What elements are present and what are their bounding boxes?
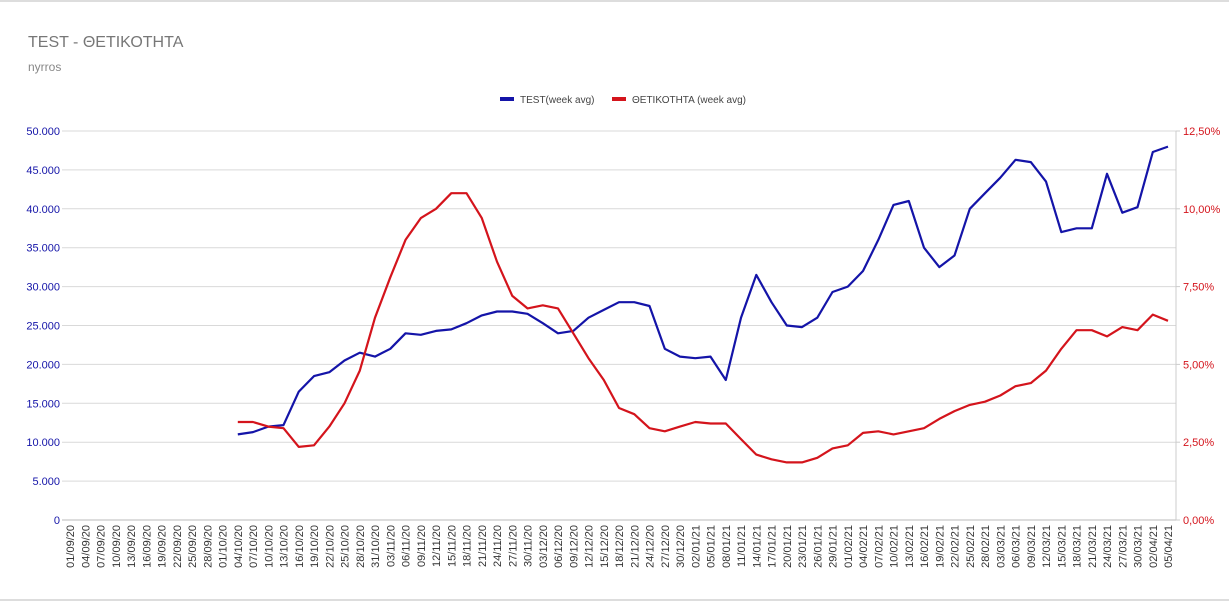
y-tick-label: 15.000 [26,398,60,410]
x-tick-label: 06/12/20 [553,525,565,568]
x-tick-label: 14/01/21 [751,525,763,568]
x-tick-label: 21/03/21 [1087,525,1099,568]
legend-swatch [612,97,626,101]
x-tick-label: 07/09/20 [96,525,108,568]
y-tick-label: 5.000 [32,476,60,488]
y-tick-label: 35.000 [26,243,60,255]
x-tick-label: 04/02/21 [858,525,870,568]
x-tick-label: 08/01/21 [721,525,733,568]
x-tick-label: 26/01/21 [812,525,824,568]
x-tick-label: 13/10/20 [279,525,291,568]
x-tick-label: 03/11/20 [385,525,397,567]
x-tick-label: 10/10/20 [263,525,275,568]
x-tick-label: 15/11/20 [446,525,458,567]
x-tick-label: 28/10/20 [355,525,367,568]
y-tick-label: 25.000 [26,321,60,333]
y-tick-label: 30.000 [26,282,60,294]
x-tick-label: 01/02/21 [843,525,855,568]
x-tick-label: 12/12/20 [584,525,596,568]
x-tick-label: 02/01/21 [690,525,702,568]
x-tick-label: 05/04/21 [1163,525,1175,568]
x-tick-label: 25/09/20 [187,525,199,568]
x-tick-label: 22/09/20 [172,525,184,568]
x-tick-label: 07/02/21 [873,525,885,568]
x-tick-label: 12/11/20 [431,525,443,567]
y2-tick-label: 7,50% [1183,282,1214,294]
x-tick-label: 15/12/20 [599,525,611,568]
chart-subtitle: nyrros [28,60,61,74]
x-tick-label: 16/02/21 [919,525,931,568]
x-tick-label: 24/03/21 [1102,525,1114,568]
x-tick-label: 13/02/21 [904,525,916,568]
x-tick-label: 12/03/21 [1041,525,1053,568]
x-tick-label: 02/04/21 [1148,525,1160,568]
x-tick-label: 10/02/21 [889,525,901,568]
x-tick-label: 04/09/20 [80,525,92,568]
x-tick-label: 28/02/21 [980,525,992,568]
y-tick-label: 20.000 [26,359,60,371]
x-tick-label: 21/11/20 [477,525,489,567]
x-tick-label: 31/10/20 [370,525,382,568]
x-tick-label: 25/02/21 [965,525,977,568]
x-tick-label: 30/12/20 [675,525,687,568]
x-tick-label: 06/03/21 [1011,525,1023,568]
x-tick-label: 24/11/20 [492,525,504,567]
x-tick-label: 18/12/20 [614,525,626,568]
x-tick-label: 03/03/21 [995,525,1007,568]
x-tick-label: 07/10/20 [248,525,260,568]
x-tick-label: 01/09/20 [65,525,77,568]
x-tick-label: 19/02/21 [934,525,946,568]
legend-label: TEST(week avg) [520,95,594,106]
chart-title: TEST - ΘΕΤΙΚΟΤΗΤΑ [28,34,184,51]
x-tick-label: 28/09/20 [202,525,214,568]
x-tick-label: 16/09/20 [141,525,153,568]
x-tick-label: 15/03/21 [1056,525,1068,568]
x-tick-label: 30/11/20 [523,525,535,567]
x-tick-label: 22/02/21 [950,525,962,568]
x-tick-label: 30/03/21 [1133,525,1145,568]
x-tick-label: 03/12/20 [538,525,550,568]
x-tick-label: 19/10/20 [309,525,321,568]
x-tick-label: 23/01/21 [797,525,809,568]
x-tick-label: 19/09/20 [157,525,169,568]
x-tick-label: 24/12/20 [645,525,657,568]
x-tick-label: 29/01/21 [828,525,840,568]
y-tick-label: 40.000 [26,204,60,216]
legend-swatch [500,97,514,101]
y-tick-label: 50.000 [26,126,60,138]
y2-tick-label: 5,00% [1183,359,1214,371]
y2-tick-label: 0,00% [1183,515,1214,527]
x-tick-label: 21/12/20 [629,525,641,568]
x-tick-label: 05/01/21 [706,525,718,568]
x-tick-label: 01/10/20 [218,525,230,568]
x-tick-label: 04/10/20 [233,525,245,568]
series-line [237,192,1169,464]
series-line [237,145,1169,436]
x-tick-label: 27/12/20 [660,525,672,568]
x-tick-label: 22/10/20 [324,525,336,568]
x-tick-label: 09/11/20 [416,525,428,567]
y-tick-label: 10.000 [26,437,60,449]
x-tick-label: 10/09/20 [111,525,123,568]
x-tick-label: 27/03/21 [1117,525,1129,568]
x-tick-label: 11/01/21 [736,525,748,567]
x-tick-label: 13/09/20 [126,525,138,568]
legend-label: ΘΕΤΙΚΟΤΗΤΑ (week avg) [632,95,746,106]
x-tick-label: 20/01/21 [782,525,794,568]
y2-tick-label: 2,50% [1183,437,1214,449]
x-tick-label: 18/11/20 [462,525,474,567]
y2-tick-label: 10,00% [1183,204,1221,216]
x-tick-label: 18/03/21 [1072,525,1084,568]
y-tick-label: 45.000 [26,165,60,177]
x-tick-label: 27/11/20 [507,525,519,567]
x-tick-label: 06/11/20 [401,525,413,567]
x-tick-label: 09/03/21 [1026,525,1038,568]
x-tick-label: 17/01/21 [767,525,779,568]
y-tick-label: 0 [54,515,60,527]
y2-tick-label: 12,50% [1183,126,1221,138]
x-tick-label: 16/10/20 [294,525,306,568]
x-tick-label: 09/12/20 [568,525,580,568]
x-tick-label: 25/10/20 [340,525,352,568]
